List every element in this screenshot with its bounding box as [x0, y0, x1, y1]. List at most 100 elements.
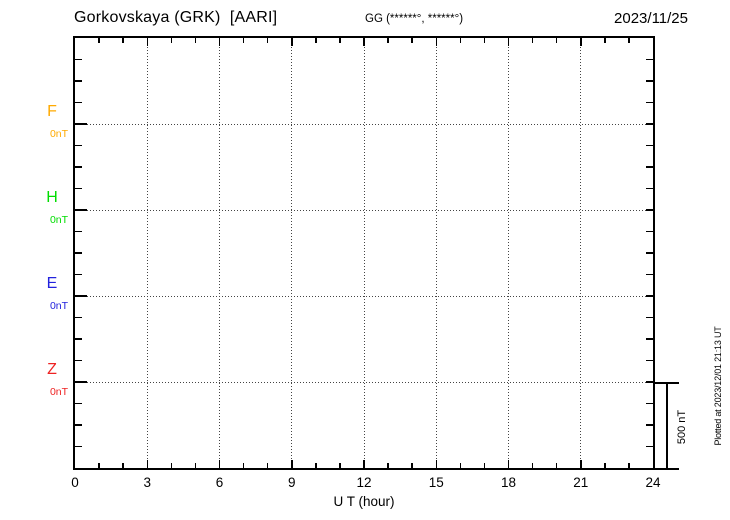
baseline-z	[75, 381, 653, 383]
channel-letter-f: F	[47, 103, 57, 120]
scale-bar-bottom-cap	[655, 468, 679, 470]
bottom-axis-tick	[628, 463, 630, 468]
channel-letter-z: Z	[47, 361, 57, 378]
plotted-timestamp-note: Plotted at 2023/12/01 21:13 UT	[713, 326, 723, 446]
left-axis-tick	[75, 359, 82, 362]
top-axis-tick	[459, 38, 462, 43]
top-axis-tick	[122, 38, 124, 43]
x-tick-label: 9	[287, 475, 296, 490]
top-axis-tick	[291, 38, 293, 46]
left-axis-tick	[75, 316, 82, 319]
top-axis-tick	[628, 38, 630, 43]
left-axis-tick	[75, 381, 82, 383]
top-axis-tick	[435, 38, 437, 46]
x-axis-title: U T (hour)	[333, 494, 395, 509]
bottom-axis-tick	[531, 463, 534, 468]
left-axis-tick	[75, 187, 82, 190]
bottom-axis-tick	[291, 460, 293, 468]
scale-bar-label: 500 nT	[676, 409, 688, 445]
right-axis-tick	[646, 424, 653, 426]
right-axis-tick	[646, 402, 653, 405]
left-axis-tick	[75, 101, 82, 104]
bottom-axis-tick	[411, 463, 413, 468]
right-axis-tick	[646, 58, 653, 61]
right-axis-tick	[646, 295, 653, 297]
bottom-axis-tick	[218, 460, 221, 468]
channel-unit-f: 0nT	[49, 128, 69, 140]
right-axis-tick	[646, 230, 653, 233]
vertical-gridline	[508, 38, 509, 468]
bottom-axis-tick	[122, 463, 124, 468]
top-axis-tick	[483, 38, 486, 43]
top-axis-tick	[339, 38, 341, 43]
right-axis-tick	[646, 80, 653, 82]
channel-unit-e: 0nT	[49, 300, 69, 312]
bottom-axis-tick	[242, 463, 245, 468]
left-axis-tick	[75, 424, 82, 426]
channel-unit-z: 0nT	[49, 386, 69, 398]
bottom-axis-tick	[555, 463, 558, 468]
left-axis-tick	[75, 80, 82, 82]
bottom-axis-tick	[170, 463, 173, 468]
left-axis-tick	[75, 252, 82, 254]
top-axis-tick	[604, 38, 606, 43]
x-tick-label: 6	[215, 475, 224, 490]
right-axis-tick	[646, 123, 653, 125]
bottom-axis-tick	[580, 460, 582, 468]
left-axis-tick	[75, 123, 82, 125]
right-axis-tick	[646, 445, 653, 448]
bottom-axis-tick	[507, 460, 510, 468]
geographic-coordinates: GG (******°, ******°)	[365, 13, 464, 25]
bottom-axis-tick	[435, 460, 437, 468]
right-axis-tick	[646, 338, 653, 340]
top-axis-tick	[531, 38, 534, 43]
top-axis-tick	[387, 38, 389, 43]
top-axis-tick	[194, 38, 197, 43]
left-axis-tick	[75, 230, 82, 233]
right-axis-tick	[646, 166, 653, 168]
channel-letter-h: H	[46, 189, 58, 206]
vertical-gridline	[291, 38, 293, 468]
top-axis-tick	[555, 38, 558, 43]
baseline-h	[75, 209, 653, 211]
left-axis-tick	[75, 273, 82, 276]
bottom-axis-tick	[194, 463, 197, 468]
vertical-gridline	[435, 38, 437, 468]
baseline-e	[75, 295, 653, 297]
top-axis-tick	[266, 38, 269, 43]
left-axis-tick	[75, 58, 82, 61]
bottom-axis-tick	[266, 463, 269, 468]
scale-bar-line	[666, 383, 668, 470]
bottom-axis-tick	[146, 460, 148, 468]
vertical-gridline	[363, 38, 365, 468]
x-tick-label: 21	[573, 475, 589, 490]
left-axis-tick	[75, 295, 82, 297]
bottom-axis-tick	[315, 463, 317, 468]
top-axis-tick	[580, 38, 582, 46]
right-axis-tick	[646, 252, 653, 254]
bottom-axis-tick	[459, 463, 462, 468]
left-axis-tick	[75, 166, 82, 168]
bottom-axis-tick	[339, 463, 341, 468]
top-axis-tick	[98, 38, 100, 43]
right-axis-tick	[646, 273, 653, 276]
right-axis-tick	[646, 187, 653, 190]
left-axis-tick	[75, 445, 82, 448]
right-axis-tick	[646, 316, 653, 319]
vertical-gridline	[580, 38, 582, 468]
right-axis-tick	[646, 101, 653, 104]
bottom-axis-tick	[604, 463, 606, 468]
top-axis-tick	[411, 38, 413, 43]
top-axis-tick	[315, 38, 317, 43]
bottom-axis-tick	[98, 463, 100, 468]
top-axis-tick	[218, 38, 221, 46]
x-tick-label: 15	[428, 475, 444, 490]
bottom-axis-tick	[387, 463, 389, 468]
top-axis-tick	[507, 38, 510, 46]
right-axis-tick	[646, 144, 653, 147]
bottom-axis-tick	[483, 463, 486, 468]
x-tick-label: 12	[356, 475, 372, 490]
left-axis-tick	[75, 338, 82, 340]
bottom-axis-tick	[363, 460, 365, 468]
